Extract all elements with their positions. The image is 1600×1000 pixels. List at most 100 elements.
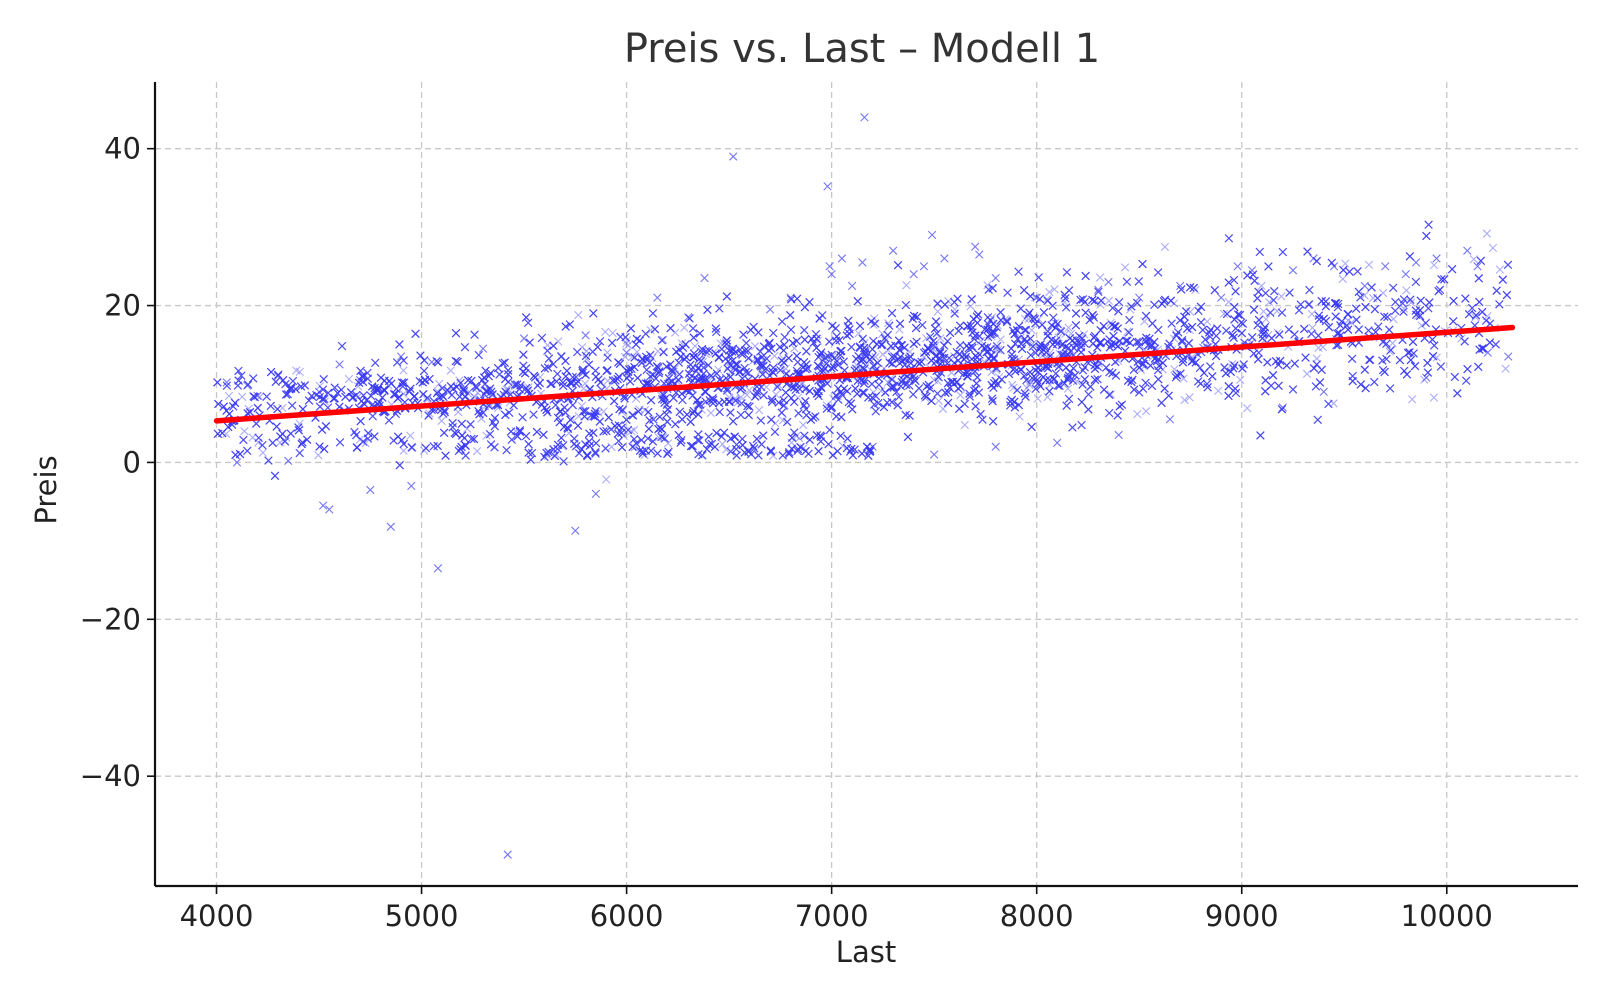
scatter-point: [905, 347, 915, 357]
scatter-point: [1020, 389, 1030, 398]
scatter-point: [1312, 354, 1321, 363]
scatter-point: [814, 447, 823, 456]
scatter-point: [1042, 295, 1052, 304]
scatter-point: [895, 325, 904, 334]
scatter-point: [663, 417, 672, 426]
scatter-point: [526, 455, 535, 464]
scatter-point: [1007, 395, 1016, 405]
scatter-point: [1408, 395, 1417, 404]
scatter-point: [701, 350, 711, 359]
scatter-point: [724, 362, 734, 371]
scatter-point: [503, 385, 513, 394]
scatter-point: [446, 366, 455, 375]
scatter-point: [933, 376, 942, 386]
scatter-point: [1308, 323, 1317, 332]
scatter-point: [539, 430, 548, 440]
scatter-point: [1304, 300, 1313, 309]
scatter-point: [1185, 325, 1195, 335]
scatter-point: [619, 431, 629, 441]
scatter-point: [693, 375, 703, 385]
scatter-point: [558, 442, 567, 451]
scatter-point: [602, 475, 611, 484]
scatter-point: [1224, 382, 1233, 391]
scatter-point: [1236, 375, 1245, 385]
scatter-point: [1050, 285, 1059, 294]
scatter-point: [574, 310, 583, 320]
scatter-point: [1001, 315, 1010, 324]
scatter-point: [1129, 385, 1139, 394]
scatter-point: [886, 374, 896, 383]
scatter-point: [580, 379, 590, 388]
scatter-point: [1449, 317, 1458, 326]
scatter-point: [876, 386, 886, 396]
scatter-point: [1402, 286, 1411, 295]
scatter-point: [1113, 342, 1123, 351]
scatter-point: [966, 302, 975, 311]
scatter-point: [676, 352, 685, 362]
scatter-point: [673, 377, 682, 387]
scatter-point: [724, 346, 734, 355]
scatter-point: [987, 380, 996, 390]
scatter-point: [1330, 299, 1340, 308]
scatter-point: [1032, 375, 1042, 385]
scatter-point: [472, 446, 482, 456]
scatter-point: [1208, 372, 1217, 381]
scatter-point: [1154, 375, 1163, 384]
scatter-point: [731, 360, 740, 369]
scatter-point: [1028, 339, 1037, 348]
scatter-point: [798, 363, 808, 372]
scatter-point: [721, 337, 730, 347]
scatter-point: [922, 382, 931, 391]
scatter-point: [524, 383, 533, 392]
scatter-point: [725, 393, 734, 402]
scatter-point: [931, 341, 940, 350]
scatter-point: [630, 443, 639, 452]
scatter-point: [501, 410, 510, 420]
scatter-point: [1259, 307, 1268, 316]
scatter-point: [1256, 328, 1265, 337]
scatter-point: [603, 376, 612, 385]
scatter-point: [770, 351, 779, 361]
scatter-point: [939, 341, 949, 350]
scatter-point: [599, 407, 608, 416]
scatter-point: [1150, 337, 1159, 347]
scatter-point: [1045, 287, 1054, 297]
scatter-point: [532, 427, 542, 437]
scatter-point: [557, 433, 566, 442]
scatter-point: [1170, 365, 1179, 374]
scatter-point: [463, 424, 472, 433]
scatter-point: [1414, 311, 1423, 320]
scatter-point: [235, 449, 245, 459]
scatter-point: [628, 411, 638, 420]
scatter-point: [852, 360, 861, 370]
scatter-point: [254, 438, 263, 447]
scatter-point: [698, 374, 707, 383]
scatter-point: [721, 354, 730, 364]
scatter-point: [399, 446, 408, 455]
scatter-point: [706, 408, 716, 418]
scatter-point: [1079, 330, 1089, 339]
scatter-point: [777, 356, 787, 365]
scatter-point: [929, 341, 938, 350]
scatter-point: [463, 389, 473, 398]
scatter-point: [808, 413, 818, 422]
scatter-point: [540, 452, 549, 462]
scatter-point: [422, 395, 432, 404]
scatter-point: [245, 408, 255, 417]
scatter-point: [944, 296, 953, 306]
scatter-point: [996, 335, 1005, 344]
scatter-point: [686, 360, 695, 369]
scatter-point: [778, 416, 788, 425]
scatter-point: [723, 364, 732, 373]
scatter-point: [510, 380, 520, 389]
scatter-point: [922, 333, 931, 343]
scatter-point: [920, 393, 930, 402]
scatter-point: [479, 373, 489, 382]
scatter-point: [1213, 324, 1222, 333]
scatter-point: [567, 377, 576, 386]
scatter-point: [399, 366, 408, 375]
scatter-point: [1030, 293, 1040, 302]
scatter-point: [1187, 352, 1197, 362]
scatter-point: [1179, 374, 1188, 383]
